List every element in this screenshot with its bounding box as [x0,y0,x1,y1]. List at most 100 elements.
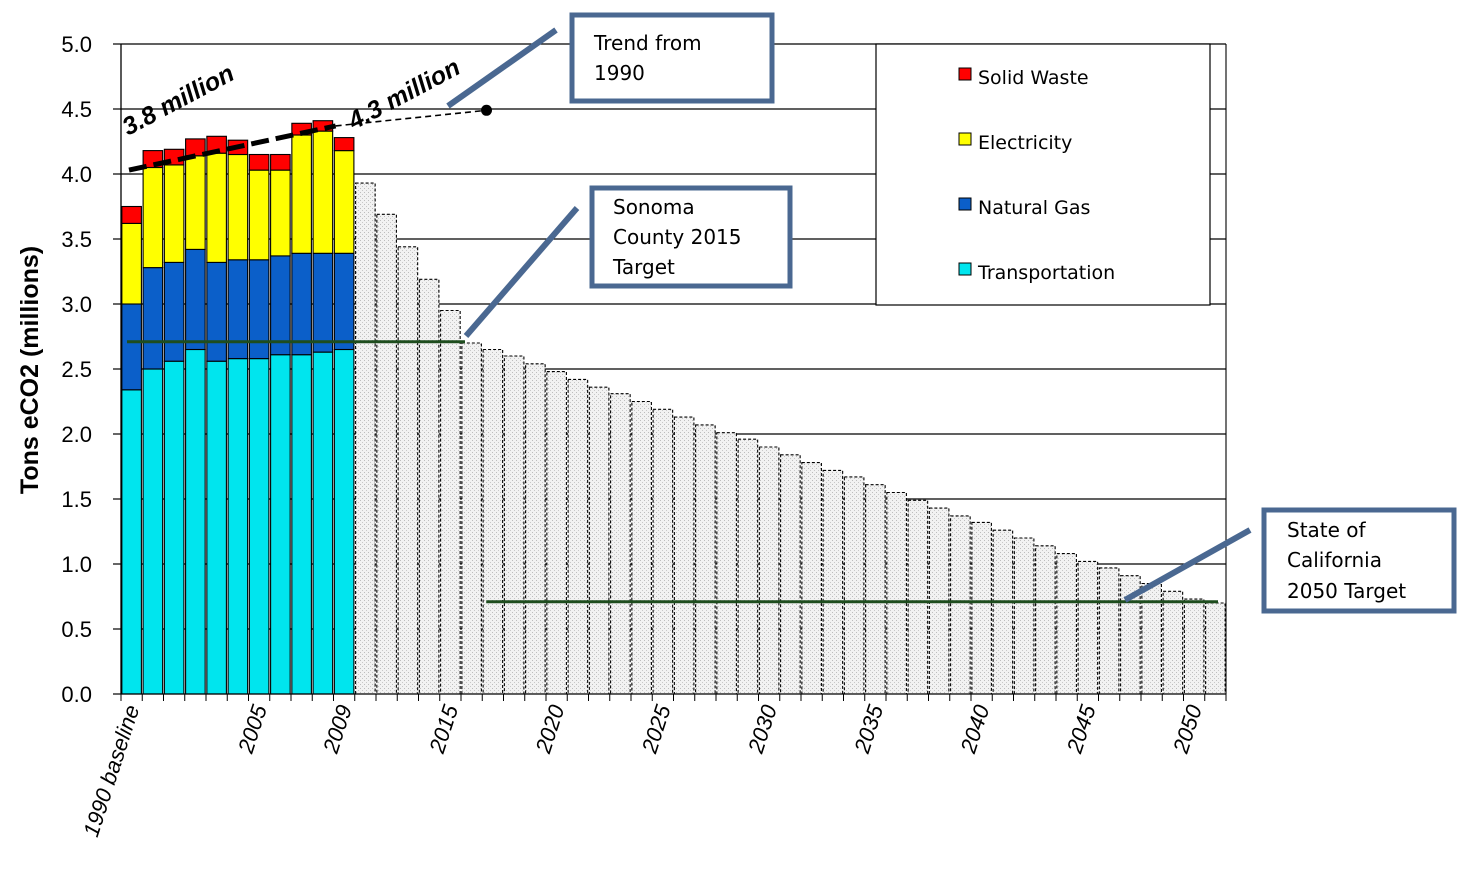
projection-bar [1162,590,1184,695]
trend-start-label: 3.8 million [118,59,239,141]
trend-lines [128,104,492,173]
bar-segment-natural-gas [206,261,227,362]
projection-bar [1098,567,1120,695]
callout-state-line2: California [1287,548,1382,572]
projection-bar [631,400,652,695]
callout-trend-line2: 1990 [594,61,645,85]
bar-segment-transportation [291,354,312,695]
bar-segment-electricity [227,153,249,261]
projection-bar [971,521,992,695]
callout-sonoma-box [589,185,793,289]
projection-bar [1035,545,1056,695]
x-tick-label: 2005 [233,701,272,757]
bar-segment-electricity [333,150,355,254]
bar-segment-transportation [312,351,334,695]
y-tick-label: 1.0 [61,552,92,577]
trend-end-label: 4.3 million [343,53,465,136]
legend-box [875,43,1211,306]
projection-bar [780,454,801,695]
bar-segment-transportation [227,358,249,695]
y-tick-label: 3.5 [61,227,92,252]
callout-state-line3: 2050 Target [1287,579,1406,603]
projection-bar [652,408,674,695]
bar-segment-natural-gas [291,252,312,356]
bar-segment-electricity [121,222,142,305]
callout-state-box [1261,507,1457,614]
legend-label: Transportation [977,262,1115,284]
projection-bar [758,446,780,695]
x-tick-label: 2025 [636,701,675,757]
projection-bar [461,342,482,695]
projection-bar [1056,553,1077,695]
projection-bar [546,371,567,695]
legend: Solid Waste Electricity Natural Gas Transpo… [875,43,1211,306]
legend-swatch [958,132,972,146]
projection-bar [1141,582,1162,695]
callout-sonoma: Sonoma County 2015 Target [463,185,793,338]
bar-segment-electricity [270,169,291,257]
legend-swatch [958,262,972,276]
callout-state-line1: State of [1287,518,1367,542]
bar-segment-solid-waste [121,205,142,224]
projection-bar [1205,602,1226,695]
bar-segment-transportation [248,358,270,695]
projection-bar [822,469,844,695]
x-tick-label: 2045 [1061,701,1100,757]
projection-bar [1013,537,1035,695]
y-tick-label: 2.5 [61,357,92,382]
bar-segment-transportation [121,389,142,695]
callout-trend: Trend from 1990 [446,12,775,109]
bar-segment-solid-waste [333,137,355,152]
projection-bar [376,213,397,695]
callout-sonoma-line3: Target [612,255,675,279]
projection-bar [673,416,695,695]
trend-line-projection [335,109,487,127]
y-tick-label: 0.5 [61,617,92,642]
x-tick-label: 1990 baseline [78,702,144,840]
bar-segment-electricity [291,134,312,254]
bar-segment-transportation [270,354,291,695]
projection-bar [843,476,865,695]
projection-bar [992,529,1014,695]
projection-bar [1183,598,1205,695]
x-tick-label: 2030 [743,701,782,757]
x-tick-label: 2050 [1168,701,1207,757]
projection-bar [397,246,419,695]
legend-label: Solid Waste [978,67,1089,89]
bar-segment-electricity [163,164,185,263]
projection-bar [440,309,461,695]
target-lines [127,340,1218,604]
trend-line-historical [128,123,337,173]
bar-segment-natural-gas [163,261,185,362]
projection-bar [716,432,737,695]
bar-segment-natural-gas [185,248,206,351]
projection-bar [588,386,610,695]
bar-segment-transportation [206,360,227,695]
bar-segment-natural-gas [312,252,334,353]
y-tick-labels: 0.0 0.5 1.0 1.5 2.0 2.5 3.0 3.5 4.0 4.5 5.0 [61,32,121,707]
legend-label: Natural Gas [978,197,1090,219]
projection-bar [695,424,716,695]
projection-bar [950,515,971,695]
callout-trend-box [569,12,775,104]
bar-segment-electricity [312,130,334,254]
bar-segment-electricity [142,166,164,269]
bar-segment-solid-waste [248,153,270,171]
bar-segment-natural-gas [248,259,270,360]
projection-bar [801,462,822,695]
bar-segment-electricity [248,169,270,261]
legend-swatch [958,197,972,211]
y-tick-label: 4.0 [61,162,92,187]
callout-state-pointer [1123,527,1252,603]
y-tick-label: 2.0 [61,422,92,447]
bar-segment-natural-gas [121,303,142,391]
projection-bar [482,348,504,695]
projection-bar [503,355,525,695]
projection-bar [525,363,546,695]
projection-bars [355,182,1226,695]
historical-bars [121,120,355,695]
x-tick-label: 2040 [955,701,994,757]
callout-sonoma-line2: County 2015 [613,225,742,249]
callout-sonoma-pointer [463,206,580,338]
